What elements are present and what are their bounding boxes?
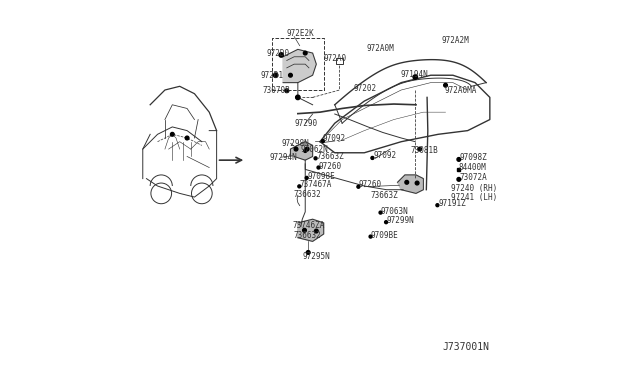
Circle shape <box>305 176 308 179</box>
Circle shape <box>369 235 372 238</box>
Circle shape <box>444 83 447 87</box>
Text: 97290: 97290 <box>294 119 317 128</box>
Circle shape <box>303 51 307 55</box>
Circle shape <box>457 177 461 181</box>
Circle shape <box>371 157 374 160</box>
Text: 97260: 97260 <box>359 180 382 189</box>
Text: 73746ZA: 73746ZA <box>292 221 325 230</box>
Circle shape <box>305 147 309 151</box>
Polygon shape <box>283 49 316 83</box>
Circle shape <box>436 204 439 207</box>
Text: 97062N: 97062N <box>301 145 328 154</box>
Polygon shape <box>298 219 324 241</box>
Text: 972D1: 972D1 <box>261 71 284 80</box>
Text: 97295N: 97295N <box>302 252 330 262</box>
Circle shape <box>379 211 382 214</box>
Text: 97092: 97092 <box>373 151 396 160</box>
Text: 736632: 736632 <box>293 190 321 199</box>
Text: 97191Z: 97191Z <box>438 199 466 208</box>
Circle shape <box>415 181 419 185</box>
Text: 736632: 736632 <box>293 231 321 240</box>
Text: 97194N: 97194N <box>401 70 428 79</box>
Text: 84400M: 84400M <box>459 163 486 172</box>
Circle shape <box>273 73 278 77</box>
Text: 972E2K: 972E2K <box>287 29 314 38</box>
Text: 9709BE: 9709BE <box>371 231 399 240</box>
Circle shape <box>285 89 289 93</box>
Circle shape <box>170 132 174 136</box>
Circle shape <box>321 140 324 142</box>
Circle shape <box>413 75 417 79</box>
Text: 972A2M: 972A2M <box>442 36 470 45</box>
Text: 972D0: 972D0 <box>266 49 289 58</box>
Circle shape <box>405 180 408 184</box>
Text: 73070B: 73070B <box>263 86 291 95</box>
Text: 97298N: 97298N <box>281 139 309 148</box>
Text: 97260: 97260 <box>319 161 342 170</box>
Text: 97294N: 97294N <box>269 153 297 162</box>
Text: 73081B: 73081B <box>410 146 438 155</box>
Text: 97098Z: 97098Z <box>460 153 487 162</box>
Circle shape <box>298 185 301 188</box>
Circle shape <box>314 229 318 233</box>
Circle shape <box>289 73 292 77</box>
Bar <box>456 168 460 171</box>
Circle shape <box>418 147 422 151</box>
Circle shape <box>457 158 461 161</box>
Text: 737467A: 737467A <box>300 180 332 189</box>
Circle shape <box>307 251 310 254</box>
Text: 97299N: 97299N <box>387 216 414 225</box>
Circle shape <box>279 53 284 57</box>
Text: 97063N: 97063N <box>381 206 409 216</box>
Text: 972A0M: 972A0M <box>366 44 394 53</box>
Text: 97202: 97202 <box>353 84 376 93</box>
Text: 97240 (RH): 97240 (RH) <box>451 185 497 193</box>
Circle shape <box>296 95 300 100</box>
Circle shape <box>185 136 189 140</box>
Polygon shape <box>291 142 312 160</box>
Circle shape <box>294 147 298 151</box>
Circle shape <box>304 150 307 153</box>
Circle shape <box>385 221 388 224</box>
Circle shape <box>303 228 307 232</box>
Text: 73072A: 73072A <box>460 173 487 182</box>
Text: 97092: 97092 <box>322 134 346 143</box>
Text: 73663Z: 73663Z <box>316 152 344 161</box>
Circle shape <box>317 166 320 169</box>
Circle shape <box>314 157 317 160</box>
Text: 97098E: 97098E <box>307 172 335 181</box>
Text: 73663Z: 73663Z <box>371 191 398 200</box>
Text: 97241 (LH): 97241 (LH) <box>451 193 497 202</box>
Text: 972A0: 972A0 <box>324 54 347 63</box>
Text: 972A0MA: 972A0MA <box>444 86 476 94</box>
Polygon shape <box>397 175 424 193</box>
Text: J737001N: J737001N <box>443 342 490 352</box>
Circle shape <box>357 185 360 188</box>
